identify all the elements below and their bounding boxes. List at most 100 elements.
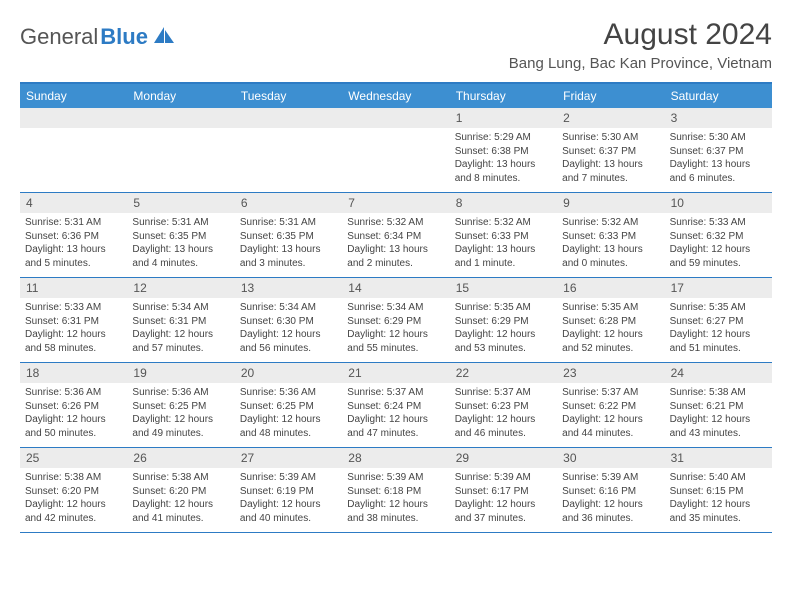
week-row: 11Sunrise: 5:33 AMSunset: 6:31 PMDayligh…	[20, 278, 772, 363]
day-details: Sunrise: 5:32 AMSunset: 6:34 PMDaylight:…	[342, 213, 449, 273]
day-details: Sunrise: 5:30 AMSunset: 6:37 PMDaylight:…	[665, 128, 772, 188]
day-details: Sunrise: 5:37 AMSunset: 6:24 PMDaylight:…	[342, 383, 449, 443]
day-number: 4	[20, 193, 127, 213]
calendar-cell: 28Sunrise: 5:39 AMSunset: 6:18 PMDayligh…	[342, 448, 449, 532]
day-details: Sunrise: 5:32 AMSunset: 6:33 PMDaylight:…	[557, 213, 664, 273]
week-row: 1Sunrise: 5:29 AMSunset: 6:38 PMDaylight…	[20, 108, 772, 193]
day-number: 17	[665, 278, 772, 298]
day-details: Sunrise: 5:34 AMSunset: 6:31 PMDaylight:…	[127, 298, 234, 358]
day-details: Sunrise: 5:38 AMSunset: 6:21 PMDaylight:…	[665, 383, 772, 443]
day-number: 11	[20, 278, 127, 298]
calendar-cell: 14Sunrise: 5:34 AMSunset: 6:29 PMDayligh…	[342, 278, 449, 362]
calendar-cell: 11Sunrise: 5:33 AMSunset: 6:31 PMDayligh…	[20, 278, 127, 362]
calendar-cell: 30Sunrise: 5:39 AMSunset: 6:16 PMDayligh…	[557, 448, 664, 532]
day-details: Sunrise: 5:39 AMSunset: 6:18 PMDaylight:…	[342, 468, 449, 528]
calendar-cell	[127, 108, 234, 192]
calendar-cell: 4Sunrise: 5:31 AMSunset: 6:36 PMDaylight…	[20, 193, 127, 277]
calendar-cell	[235, 108, 342, 192]
day-number: 22	[450, 363, 557, 383]
calendar-cell: 12Sunrise: 5:34 AMSunset: 6:31 PMDayligh…	[127, 278, 234, 362]
calendar-cell: 26Sunrise: 5:38 AMSunset: 6:20 PMDayligh…	[127, 448, 234, 532]
calendar-cell: 19Sunrise: 5:36 AMSunset: 6:25 PMDayligh…	[127, 363, 234, 447]
calendar-cell: 23Sunrise: 5:37 AMSunset: 6:22 PMDayligh…	[557, 363, 664, 447]
calendar-cell: 17Sunrise: 5:35 AMSunset: 6:27 PMDayligh…	[665, 278, 772, 362]
logo: GeneralBlue	[20, 18, 176, 50]
day-number: 23	[557, 363, 664, 383]
day-number: 18	[20, 363, 127, 383]
day-details: Sunrise: 5:39 AMSunset: 6:16 PMDaylight:…	[557, 468, 664, 528]
calendar-cell: 24Sunrise: 5:38 AMSunset: 6:21 PMDayligh…	[665, 363, 772, 447]
calendar-cell	[342, 108, 449, 192]
day-details: Sunrise: 5:36 AMSunset: 6:25 PMDaylight:…	[127, 383, 234, 443]
calendar-cell: 27Sunrise: 5:39 AMSunset: 6:19 PMDayligh…	[235, 448, 342, 532]
empty-daynum	[342, 108, 449, 128]
day-number: 7	[342, 193, 449, 213]
day-header: Monday	[127, 84, 234, 108]
day-number: 20	[235, 363, 342, 383]
day-header: Saturday	[665, 84, 772, 108]
week-row: 25Sunrise: 5:38 AMSunset: 6:20 PMDayligh…	[20, 448, 772, 533]
day-details: Sunrise: 5:33 AMSunset: 6:32 PMDaylight:…	[665, 213, 772, 273]
day-details: Sunrise: 5:29 AMSunset: 6:38 PMDaylight:…	[450, 128, 557, 188]
calendar-cell: 31Sunrise: 5:40 AMSunset: 6:15 PMDayligh…	[665, 448, 772, 532]
week-row: 4Sunrise: 5:31 AMSunset: 6:36 PMDaylight…	[20, 193, 772, 278]
day-details: Sunrise: 5:33 AMSunset: 6:31 PMDaylight:…	[20, 298, 127, 358]
calendar-cell: 1Sunrise: 5:29 AMSunset: 6:38 PMDaylight…	[450, 108, 557, 192]
week-row: 18Sunrise: 5:36 AMSunset: 6:26 PMDayligh…	[20, 363, 772, 448]
day-number: 24	[665, 363, 772, 383]
day-number: 31	[665, 448, 772, 468]
location-text: Bang Lung, Bac Kan Province, Vietnam	[509, 55, 772, 72]
calendar-cell: 8Sunrise: 5:32 AMSunset: 6:33 PMDaylight…	[450, 193, 557, 277]
day-details: Sunrise: 5:34 AMSunset: 6:29 PMDaylight:…	[342, 298, 449, 358]
day-number: 25	[20, 448, 127, 468]
day-number: 27	[235, 448, 342, 468]
day-details: Sunrise: 5:31 AMSunset: 6:36 PMDaylight:…	[20, 213, 127, 273]
day-details: Sunrise: 5:38 AMSunset: 6:20 PMDaylight:…	[20, 468, 127, 528]
day-details: Sunrise: 5:35 AMSunset: 6:29 PMDaylight:…	[450, 298, 557, 358]
calendar-cell: 3Sunrise: 5:30 AMSunset: 6:37 PMDaylight…	[665, 108, 772, 192]
calendar-cell: 22Sunrise: 5:37 AMSunset: 6:23 PMDayligh…	[450, 363, 557, 447]
day-details: Sunrise: 5:32 AMSunset: 6:33 PMDaylight:…	[450, 213, 557, 273]
day-details: Sunrise: 5:38 AMSunset: 6:20 PMDaylight:…	[127, 468, 234, 528]
day-number: 1	[450, 108, 557, 128]
calendar-cell: 6Sunrise: 5:31 AMSunset: 6:35 PMDaylight…	[235, 193, 342, 277]
calendar-cell: 21Sunrise: 5:37 AMSunset: 6:24 PMDayligh…	[342, 363, 449, 447]
calendar-cell: 15Sunrise: 5:35 AMSunset: 6:29 PMDayligh…	[450, 278, 557, 362]
day-details: Sunrise: 5:40 AMSunset: 6:15 PMDaylight:…	[665, 468, 772, 528]
calendar-cell: 16Sunrise: 5:35 AMSunset: 6:28 PMDayligh…	[557, 278, 664, 362]
day-details: Sunrise: 5:37 AMSunset: 6:22 PMDaylight:…	[557, 383, 664, 443]
day-number: 26	[127, 448, 234, 468]
calendar-cell: 9Sunrise: 5:32 AMSunset: 6:33 PMDaylight…	[557, 193, 664, 277]
day-number: 15	[450, 278, 557, 298]
empty-daynum	[235, 108, 342, 128]
day-header: Sunday	[20, 84, 127, 108]
calendar-cell: 18Sunrise: 5:36 AMSunset: 6:26 PMDayligh…	[20, 363, 127, 447]
day-number: 12	[127, 278, 234, 298]
day-details: Sunrise: 5:31 AMSunset: 6:35 PMDaylight:…	[235, 213, 342, 273]
day-number: 28	[342, 448, 449, 468]
calendar-cell: 20Sunrise: 5:36 AMSunset: 6:25 PMDayligh…	[235, 363, 342, 447]
day-number: 2	[557, 108, 664, 128]
calendar-cell: 5Sunrise: 5:31 AMSunset: 6:35 PMDaylight…	[127, 193, 234, 277]
day-details: Sunrise: 5:31 AMSunset: 6:35 PMDaylight:…	[127, 213, 234, 273]
sail-icon	[152, 25, 176, 50]
day-number: 30	[557, 448, 664, 468]
day-number: 19	[127, 363, 234, 383]
day-number: 14	[342, 278, 449, 298]
day-details: Sunrise: 5:34 AMSunset: 6:30 PMDaylight:…	[235, 298, 342, 358]
day-header: Tuesday	[235, 84, 342, 108]
day-number: 13	[235, 278, 342, 298]
day-header: Wednesday	[342, 84, 449, 108]
day-number: 5	[127, 193, 234, 213]
day-details: Sunrise: 5:30 AMSunset: 6:37 PMDaylight:…	[557, 128, 664, 188]
day-number: 6	[235, 193, 342, 213]
day-headers-row: SundayMondayTuesdayWednesdayThursdayFrid…	[20, 84, 772, 108]
header: GeneralBlue August 2024 Bang Lung, Bac K…	[20, 18, 772, 72]
calendar-cell: 25Sunrise: 5:38 AMSunset: 6:20 PMDayligh…	[20, 448, 127, 532]
day-number: 3	[665, 108, 772, 128]
day-details: Sunrise: 5:39 AMSunset: 6:19 PMDaylight:…	[235, 468, 342, 528]
logo-text-general: General	[20, 24, 98, 50]
weeks-container: 1Sunrise: 5:29 AMSunset: 6:38 PMDaylight…	[20, 108, 772, 533]
day-details: Sunrise: 5:35 AMSunset: 6:27 PMDaylight:…	[665, 298, 772, 358]
day-details: Sunrise: 5:39 AMSunset: 6:17 PMDaylight:…	[450, 468, 557, 528]
